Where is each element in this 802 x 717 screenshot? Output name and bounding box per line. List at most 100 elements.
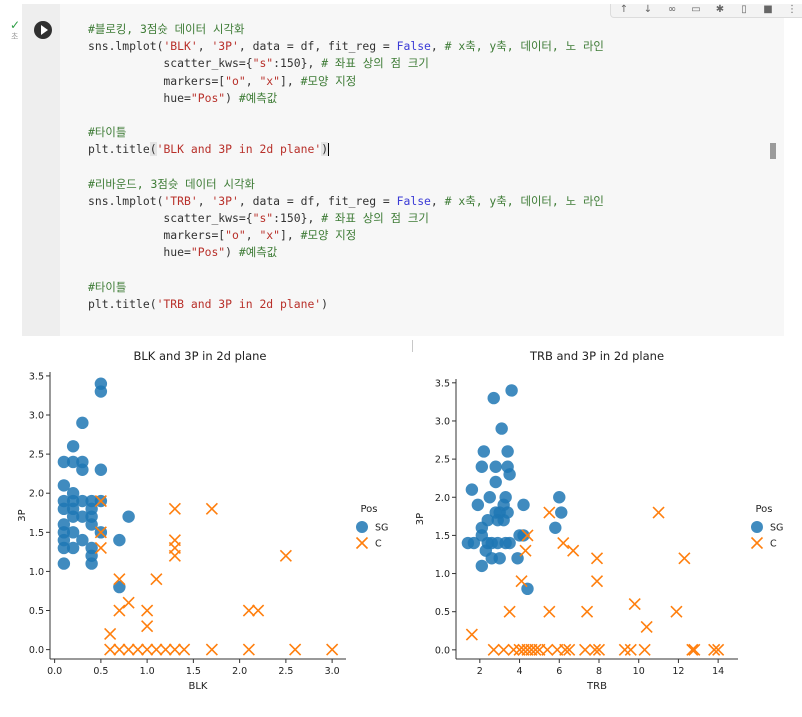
y-axis-label: 3P [17,509,28,521]
code-token: ], [280,73,301,88]
sg-data-point [517,529,530,542]
code-line: hue="Pos") #예측값 [88,90,604,107]
code-token: scatter_kws={ [88,211,253,226]
execution-success-icon: ✓ [10,18,21,32]
c-marker-stroke [588,643,602,656]
c-marker-stroke [242,604,255,617]
c-data-point [104,643,117,656]
cell-toolbar: ↑ ↓ ∞ ▭ ✱ ▯ ■ ⋮ [610,4,802,18]
trb-3p-scatter-chart: TRB and 3P in 2d plane 0.0 0.5 1.0 1.5 2.0 2.5… [415,349,783,692]
c-marker-stroke [113,604,126,617]
code-token: hue= [88,245,191,260]
x-tick-label: 0.0 [47,666,62,677]
code-token: plt.title( [88,297,157,311]
c-marker-stroke [113,573,126,586]
c-data-point [141,604,154,617]
c-data-point [487,643,500,656]
code-line [88,107,604,124]
x-tick-label: 8 [596,666,602,677]
x-tick-label: 2.0 [232,666,247,677]
c-data-point [113,573,126,586]
c-data-point [205,502,218,515]
c-marker-stroke [686,643,699,656]
legend-title: Pos [360,504,377,515]
c-data-point [519,544,532,557]
sg-data-point [57,479,71,492]
x-tick-label: 10 [633,666,645,677]
sg-data-point [122,510,135,523]
c-marker-stroke [150,643,163,656]
sg-data-point [481,513,494,527]
code-token: , [245,73,260,88]
c-marker-stroke [541,643,554,656]
c-data-point [678,552,691,565]
code-editor[interactable]: #블로킹, 3점슛 데이터 시각화 sns.lmplot('BLK', '3P',… [88,21,604,313]
code-token: #모양 지정 [300,228,357,243]
sg-data-point [76,510,89,523]
y-tick-label: 0.5 [29,606,44,617]
code-token: sns.lmplot( [88,39,164,54]
c-marker-stroke [141,604,154,617]
sg-data-point [94,463,108,476]
x-tick-label: 4 [517,666,523,677]
c-data-point [708,643,721,656]
c-marker-stroke [618,643,631,656]
c-data-point [590,575,604,588]
code-token: ) [225,245,239,260]
c-data-point [150,643,163,656]
legend-c-marker [750,536,764,550]
code-token: markers=[ [88,73,226,88]
c-data-point [326,643,339,656]
c-data-point [592,643,606,656]
c-data-point [543,605,556,618]
c-data-point [590,552,604,565]
sg-data-point [66,526,80,539]
comment-icon[interactable]: ▭ [691,4,701,15]
code-token: ( [149,142,157,157]
c-data-point [557,536,570,550]
settings-icon[interactable]: ✱ [715,4,725,15]
sg-data-point [475,559,489,573]
c-marker-stroke [94,541,107,555]
sg-data-point [94,377,108,390]
code-token: "x" [259,73,281,88]
sg-data-point [66,455,80,469]
c-data-point [559,643,572,656]
code-cell[interactable]: ↑ ↓ ∞ ▭ ✱ ▯ ■ ⋮ #블로킹, 3점슛 데이터 시각화 sns.lmp… [22,4,802,336]
c-data-point [567,544,580,557]
mirror-icon[interactable]: ▯ [741,4,747,15]
arrow-down-icon[interactable]: ↓ [643,4,653,15]
c-marker-stroke [168,534,181,547]
c-marker-stroke [487,643,500,656]
sg-data-point [521,582,534,596]
code-token: :150}, [273,211,322,226]
y-tick-label: 1.5 [29,528,44,539]
c-data-point [465,628,478,641]
code-line: scatter_kws={"s":150}, # 좌표 상의 점 크기 [88,55,604,72]
c-marker-stroke [559,643,572,656]
y-tick-label: 3.5 [435,378,450,389]
link-icon[interactable]: ∞ [667,4,677,15]
code-line: #리바운드, 3점슛 데이터 시각화 [88,176,604,193]
code-token: scatter_kws={ [88,56,253,71]
c-data-point [688,643,701,656]
c-marker-stroke [141,643,154,656]
c-marker-stroke [519,544,532,557]
c-marker-stroke [131,643,144,656]
c-marker-stroke [628,598,641,611]
run-cell-button[interactable] [34,21,52,39]
delete-icon[interactable]: ■ [763,4,773,15]
c-data-point [497,643,510,656]
c-marker-stroke [521,529,534,542]
c-data-point [168,534,181,547]
legend-c-label: C [375,539,382,550]
c-marker-stroke [590,575,604,588]
c-marker-stroke [688,643,701,656]
chart-title: BLK and 3P in 2d plane [133,349,266,363]
y-tick-label: 1.0 [29,567,44,578]
editor-scrollbar[interactable] [770,143,776,159]
blk-3p-scatter-chart: BLK and 3P in 2d plane 0.0 0.5 1.0 1.5 2.0 2.5… [17,349,388,692]
code-token: markers=[ [88,228,226,243]
more-icon[interactable]: ⋮ [787,4,797,15]
arrow-up-icon[interactable]: ↑ [619,4,629,15]
